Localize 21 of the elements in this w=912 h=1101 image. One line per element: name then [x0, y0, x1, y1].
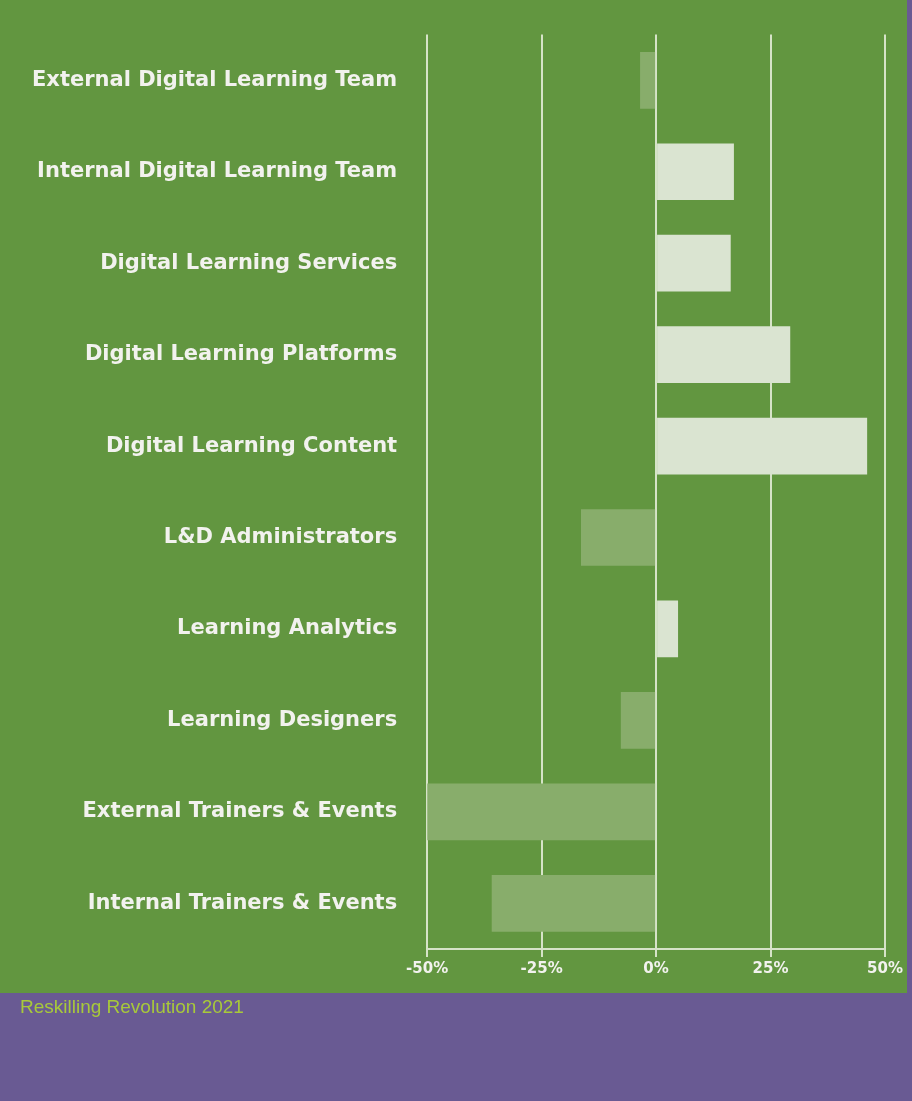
bar [620, 692, 656, 749]
y-tick-label: Digital Learning Content [105, 432, 398, 457]
y-tick-label: Learning Analytics [177, 615, 398, 640]
y-tick-label: External Digital Learning Team [31, 66, 398, 91]
y-tick-label: Internal Trainers & Events [87, 889, 398, 914]
y-tick-label: Digital Learning Platforms [84, 341, 398, 366]
y-tick-label: Internal Digital Learning Team [37, 158, 398, 183]
y-tick-label: Digital Learning Services [100, 249, 398, 274]
y-tick-label: External Trainers & Events [82, 798, 398, 823]
x-tick-label: 50% [867, 958, 903, 977]
x-tick-label: 0% [643, 958, 669, 977]
bar [581, 509, 656, 566]
bar [640, 51, 656, 109]
x-tick-label: -50% [406, 958, 449, 977]
y-tick-label: L&D Administrators [163, 523, 398, 548]
bar [427, 783, 656, 841]
text: Reskilling Revolution 2021 [20, 996, 244, 1018]
x-tick-label: 25% [752, 958, 789, 977]
x-tick-label: -25% [520, 958, 563, 977]
y-tick-label: Learning Designers [167, 706, 398, 731]
bar [491, 874, 656, 932]
